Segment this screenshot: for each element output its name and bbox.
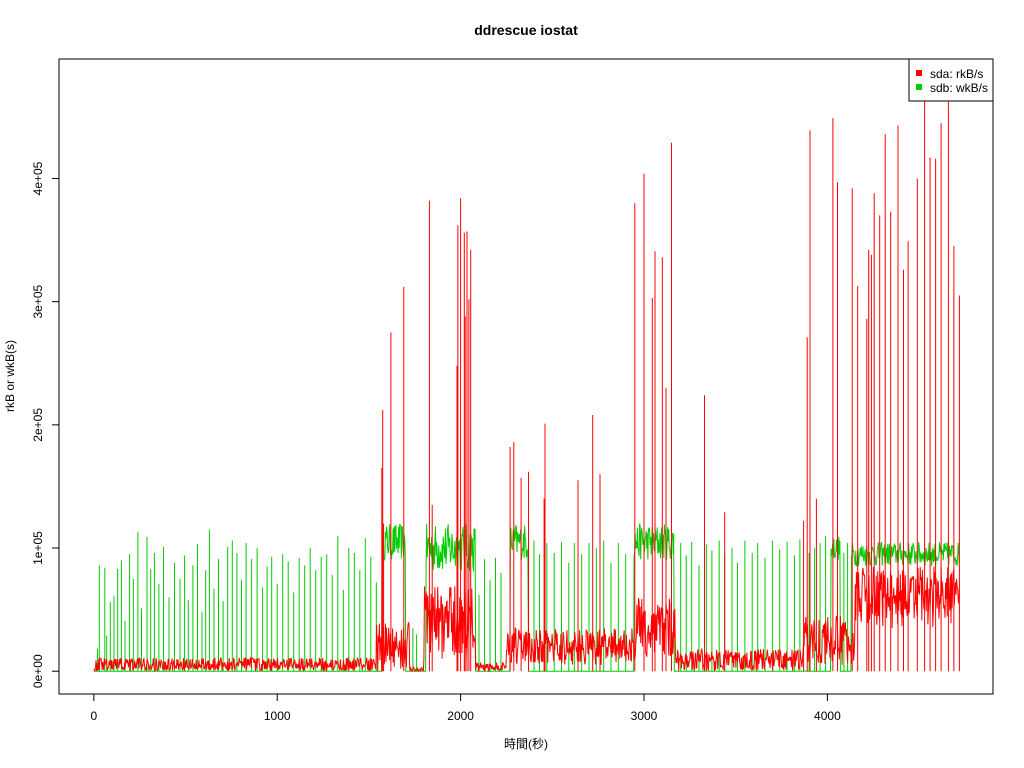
plot-frame xyxy=(58,58,994,695)
x-axis-label: 時間(秒) xyxy=(504,737,548,751)
legend: sda: rkB/s sdb: wkB/s xyxy=(908,58,994,102)
y-tick-label-4: 4e+05 xyxy=(31,161,45,195)
legend-label-sda: sda: rkB/s xyxy=(930,67,983,81)
y-tick-label-2: 2e+05 xyxy=(31,408,45,442)
axes-layer: 0 1000 2000 3000 4000 0e+00 1e+05 2e+05 3e+05 4e+… xyxy=(31,161,841,723)
chart-title: ddrescue iostat xyxy=(474,22,578,38)
y-tick-label-3: 3e+05 xyxy=(31,284,45,318)
series-layer xyxy=(93,87,960,673)
series-sda xyxy=(93,87,960,673)
x-tick-label-4: 4000 xyxy=(814,709,841,723)
x-tick-label-1: 1000 xyxy=(264,709,291,723)
y-tick-label-1: 1e+05 xyxy=(31,531,45,565)
x-tick-label-2: 2000 xyxy=(447,709,474,723)
legend-box xyxy=(908,58,994,102)
legend-swatch-sda xyxy=(916,70,922,76)
series-line-sda xyxy=(93,566,960,673)
legend-swatch-sdb xyxy=(916,84,922,90)
x-tick-label-0: 0 xyxy=(91,709,98,723)
y-tick-label-0: 0e+00 xyxy=(31,654,45,688)
y-axis-label: rkB or wkB(s) xyxy=(3,340,17,412)
legend-label-sdb: sdb: wkB/s xyxy=(930,81,988,95)
x-tick-label-3: 3000 xyxy=(631,709,658,723)
